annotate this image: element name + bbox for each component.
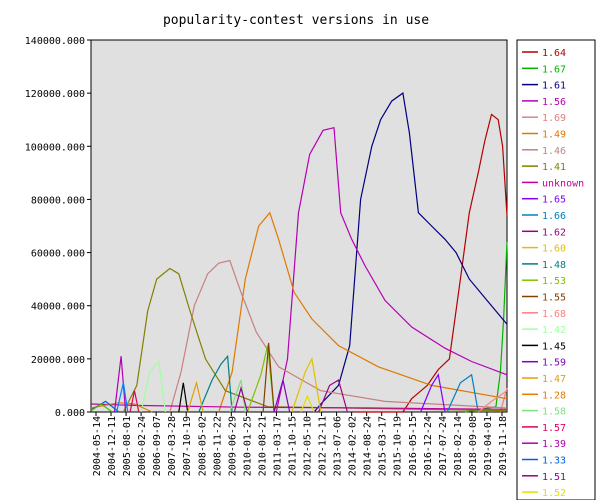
series-line-1.56 [275, 126, 508, 413]
series-line-1.60 [291, 357, 322, 413]
series-line-1.34 [90, 403, 113, 413]
legend-label: 1.68 [542, 309, 566, 320]
chart-title: popularity-contest versions in use [163, 13, 429, 28]
series-line-1.61 [313, 92, 508, 413]
x-tick-label: 2010-01-25 [242, 416, 253, 476]
series-line-1.51 [233, 385, 249, 413]
x-tick-label: 2016-12-24 [423, 416, 434, 476]
legend-label: 1.46 [542, 146, 566, 157]
legend-label: 1.47 [542, 374, 566, 385]
x-tick-label: 2009-06-29 [227, 416, 238, 476]
series-line-1.40 [116, 382, 129, 413]
series-line-1.53 [246, 345, 275, 413]
x-tick-label: 2018-09-08 [468, 416, 479, 476]
legend-label: 1.39 [542, 439, 566, 450]
x-tick-label: 2007-03-28 [167, 416, 178, 476]
series-line-unknown [90, 403, 508, 410]
series-line-1.45 [178, 382, 189, 413]
x-tick-label: 2004-12-11 [107, 416, 118, 476]
x-tick-label: 2006-09-07 [152, 416, 163, 476]
x-tick-label: 2011-10-15 [287, 416, 298, 476]
legend-label: 1.28 [542, 390, 566, 401]
legend-label: 1.58 [542, 407, 566, 418]
x-tick-label: 2013-07-06 [333, 416, 344, 476]
legend-label: 1.49 [542, 130, 566, 141]
legend-label: 1.62 [542, 227, 566, 238]
series-line-1.66 [446, 373, 479, 413]
legend-label: 1.51 [542, 472, 566, 483]
legend-label: 1.66 [542, 211, 566, 222]
y-tick-label: 120000.000 [25, 89, 85, 100]
legend-label: 1.60 [542, 244, 566, 255]
x-tick-label: 2014-08-24 [363, 416, 374, 476]
y-tick-label: 100000.000 [25, 142, 85, 153]
y-tick-label: 40000.000 [31, 302, 85, 313]
legend-label: 1.48 [542, 260, 566, 271]
legend-label: 1.56 [542, 97, 566, 108]
legend-label: 1.55 [542, 293, 566, 304]
series-line-1.57 [129, 390, 140, 413]
series-line-1.42 [140, 360, 166, 413]
series-line-1.55 [262, 342, 275, 413]
x-tick-label: 2004-05-14 [92, 416, 103, 476]
series-line-1.59 [273, 379, 291, 413]
series-line-1.52 [300, 394, 315, 413]
series-line-1.62 [318, 379, 348, 413]
y-tick-label: 60000.000 [31, 249, 85, 260]
legend-label: 1.57 [542, 423, 566, 434]
y-tick-label: 20000.000 [31, 355, 85, 366]
series-line-1.49 [218, 211, 508, 413]
y-tick-label: 140000.000 [25, 36, 85, 47]
series-line-1.48 [198, 354, 233, 413]
legend-label: 1.69 [542, 113, 566, 124]
x-tick-label: 2006-02-24 [137, 416, 148, 476]
x-tick-label: 2010-08-21 [257, 416, 268, 476]
legend-label: 1.59 [542, 358, 566, 369]
series-line-1.58 [229, 379, 246, 413]
y-axis: 0.000 20000.000 40000.000 60000.000 80000.00… [25, 36, 91, 419]
legend: 1.64 1.67 1.61 1.56 1.69 1.49 1.46 1.41 unknown 1… [522, 48, 584, 499]
x-tick-label: 2015-03-17 [378, 416, 389, 476]
legend-label: 1.42 [542, 325, 566, 336]
x-tick-label: 2008-11-22 [212, 416, 223, 476]
legend-label: 1.61 [542, 81, 566, 92]
x-tick-label: 2012-05-10 [303, 416, 314, 476]
x-tick-label: 2016-05-15 [408, 416, 419, 476]
x-axis: 2004-05-14 2004-12-11 2005-08-01 2006-02-24… [92, 412, 509, 476]
x-tick-label: 2015-10-19 [393, 416, 404, 476]
series-line-1.41 [122, 267, 508, 413]
y-tick-label: 0.000 [55, 408, 85, 419]
x-tick-label: 2017-07-24 [438, 416, 449, 476]
legend-label: 1.33 [542, 456, 566, 467]
series-line-1.64 [356, 113, 508, 413]
x-tick-label: 2014-02-02 [348, 416, 359, 476]
series-line-1.39 [113, 356, 127, 413]
legend-label: 1.45 [542, 341, 566, 352]
legend-label: 1.41 [542, 162, 566, 173]
x-tick-label: 2007-10-19 [182, 416, 193, 476]
series-line-1.65 [420, 373, 446, 413]
legend-label: 1.53 [542, 276, 566, 287]
x-tick-label: 2011-03-17 [272, 416, 283, 476]
x-tick-label: 2008-05-02 [197, 416, 208, 476]
legend-label: 1.67 [542, 64, 566, 75]
x-tick-label: 2019-11-18 [498, 416, 509, 476]
y-tick-label: 80000.000 [31, 195, 85, 206]
x-tick-label: 2012-12-11 [318, 416, 329, 476]
legend-label: 1.52 [542, 488, 566, 499]
series-line-1.68 [477, 390, 508, 413]
plot-area [90, 39, 508, 413]
x-tick-label: 2018-02-14 [453, 416, 464, 476]
x-tick-label: 2019-04-01 [483, 416, 494, 476]
legend-label: unknown [542, 178, 584, 189]
series-lines [90, 92, 508, 413]
legend-label: 1.64 [542, 48, 566, 59]
legend-label: 1.65 [542, 195, 566, 206]
x-tick-label: 2005-08-01 [122, 416, 133, 476]
series-line-1.47 [187, 380, 204, 413]
